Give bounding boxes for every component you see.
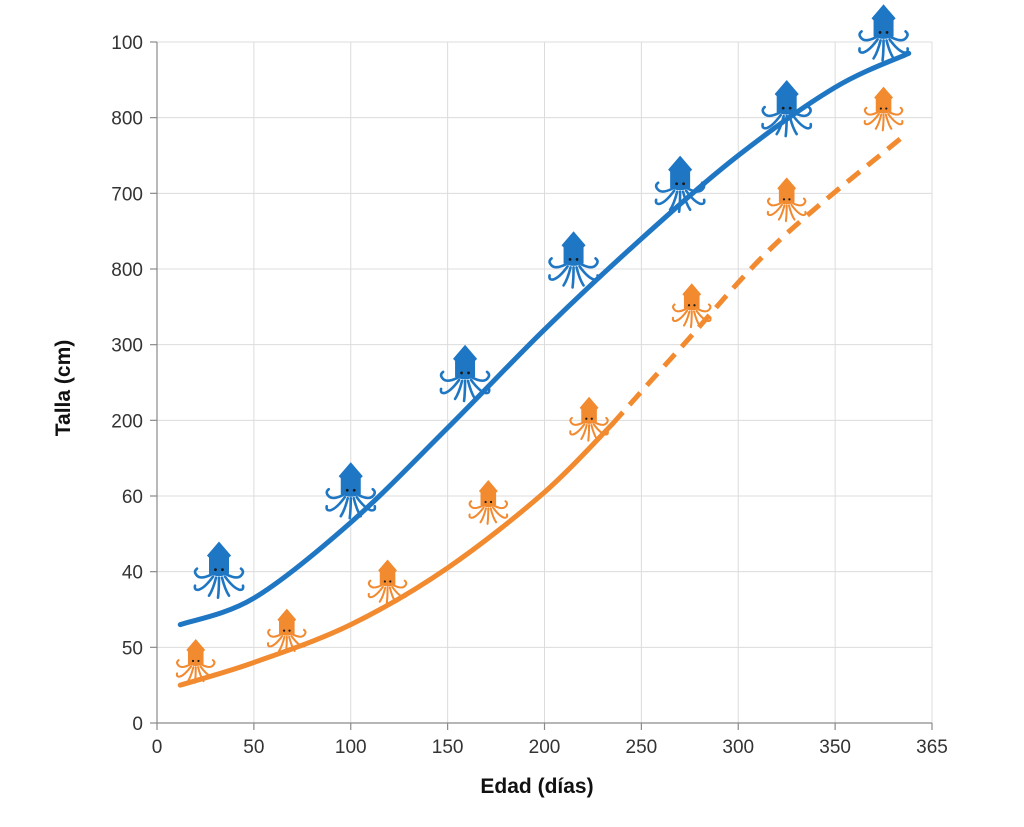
x-tick-label: 300	[722, 737, 754, 758]
squid-icon-blue	[761, 80, 813, 138]
squid-icon-blue	[325, 462, 377, 520]
y-tick-label: 40	[122, 563, 143, 584]
axes	[150, 41, 933, 730]
y-tick-label: 200	[111, 411, 143, 432]
x-axis-title: Edad (días)	[480, 775, 593, 798]
squid-icon-blue	[439, 344, 491, 403]
squid-icon-orange	[266, 608, 307, 654]
x-tick-label: 0	[152, 737, 163, 758]
y-tick-label: 700	[111, 184, 143, 205]
y-tick-labels: 0 50 40 60 200 300 800 700 800 100	[111, 33, 143, 735]
data-markers	[175, 4, 910, 684]
squid-icon-blue	[193, 541, 245, 599]
squid-icon-orange	[175, 639, 216, 684]
grid	[156, 41, 933, 724]
squid-icon-blue	[548, 231, 600, 289]
x-tick-label: 365	[916, 737, 948, 758]
y-tick-label: 800	[111, 260, 143, 281]
squid-icon-orange	[468, 480, 509, 525]
squid-icon-orange	[766, 177, 807, 223]
y-tick-label: 800	[111, 109, 143, 130]
y-tick-label: 0	[132, 714, 143, 735]
x-tick-label: 200	[529, 737, 561, 758]
squid-icon-orange	[863, 86, 904, 132]
squid-icon-blue	[858, 4, 910, 62]
y-tick-label: 300	[111, 336, 143, 357]
x-tick-label: 50	[243, 737, 264, 758]
fit-line-orange-dashed	[610, 134, 905, 426]
squid-icon-orange	[671, 283, 712, 329]
y-tick-label: 50	[122, 638, 143, 659]
x-tick-label: 150	[432, 737, 464, 758]
squid-icon-orange	[367, 559, 408, 605]
y-tick-label: 100	[111, 33, 143, 54]
x-tick-label: 350	[819, 737, 851, 758]
x-tick-label: 100	[335, 737, 367, 758]
squid-icon-orange	[569, 396, 609, 442]
x-tick-labels: 0 50 100 150 200 250 300 350 365	[152, 737, 948, 758]
fit-line-orange	[177, 421, 615, 688]
x-tick-label: 250	[626, 737, 658, 758]
y-tick-label: 60	[122, 487, 143, 508]
y-axis-title: Talla (cm)	[52, 340, 75, 436]
squid-icon-blue	[654, 155, 706, 214]
